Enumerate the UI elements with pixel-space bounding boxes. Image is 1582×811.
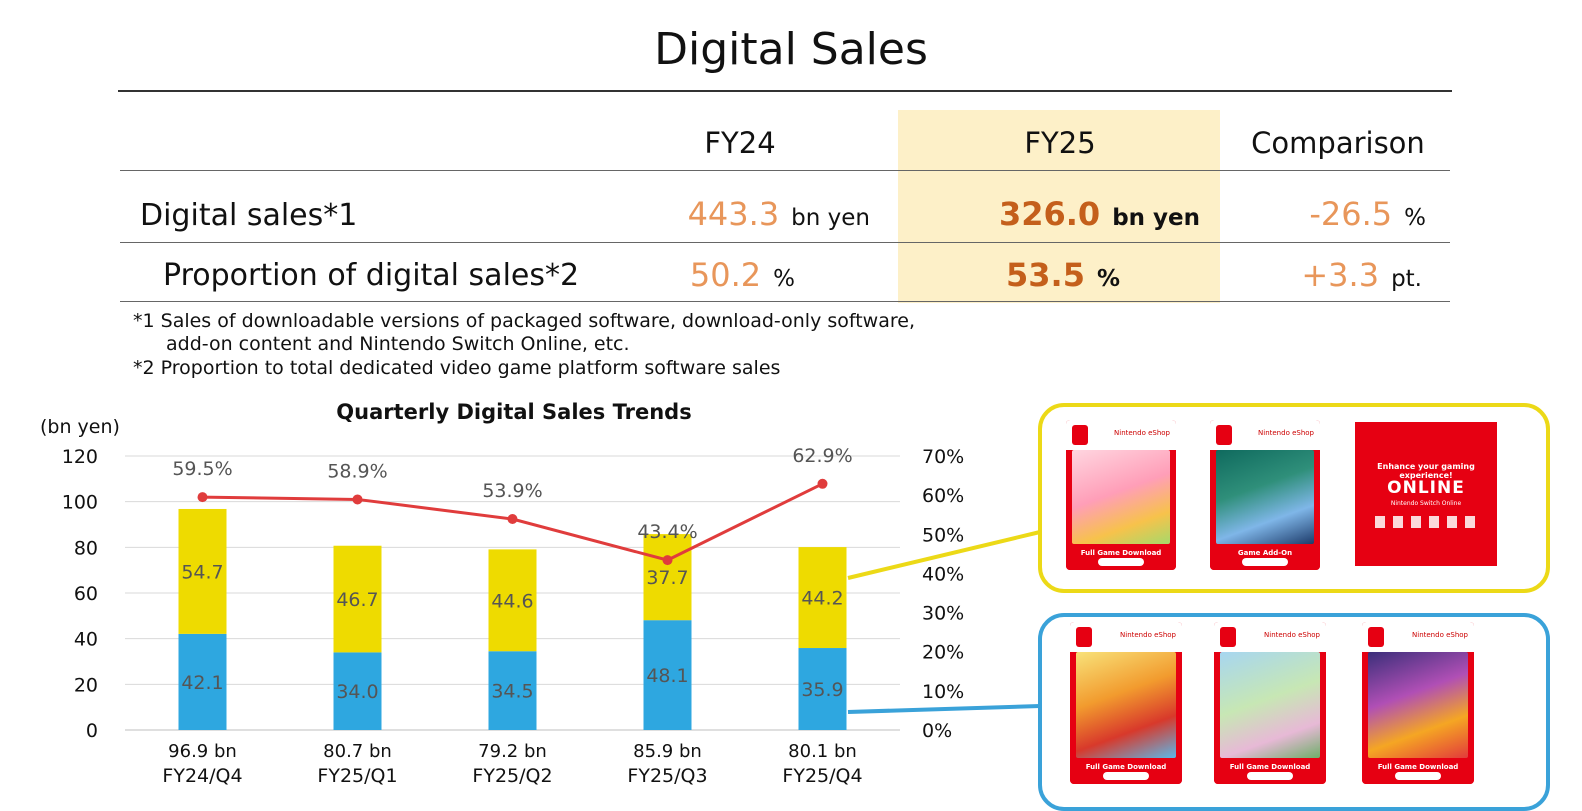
bar-blue bbox=[798, 648, 847, 730]
footnote-1-cont: add-on content and Nintendo Switch Onlin… bbox=[166, 333, 630, 355]
switch-logo-icon bbox=[1072, 425, 1088, 445]
row-rule bbox=[120, 242, 1450, 243]
callout-line-download bbox=[847, 704, 1041, 714]
col-header-fy25: FY25 bbox=[1024, 126, 1096, 160]
bar-total-label: 80.1 bn bbox=[788, 741, 857, 762]
bar-yellow bbox=[488, 549, 537, 652]
bar-total-label: 79.2 bn bbox=[478, 741, 547, 762]
switch-logo-icon bbox=[1216, 425, 1232, 445]
switch-logo-icon bbox=[1220, 627, 1236, 647]
bar-yellow bbox=[798, 547, 847, 649]
mario-party-card: Nintendo eShop Full Game Download bbox=[1070, 622, 1182, 784]
y2-tick-label: 10% bbox=[922, 681, 964, 703]
y2-tick-label: 20% bbox=[922, 642, 964, 664]
callout-line-addon bbox=[847, 530, 1041, 580]
y-axis-label: (bn yen) bbox=[40, 416, 120, 438]
y-tick-label: 100 bbox=[62, 492, 98, 514]
bar-total-label: 85.9 bn bbox=[633, 741, 702, 762]
col-header-comparison: Comparison bbox=[1251, 126, 1425, 160]
mario-kart-card: Nintendo eShop Full Game Download bbox=[1362, 622, 1474, 784]
footnote-1: *1 Sales of downloadable versions of pac… bbox=[133, 310, 915, 332]
bar-label-blue: 48.1 bbox=[646, 665, 688, 687]
col-header-fy24: FY24 bbox=[704, 126, 776, 160]
proportion-comparison: +3.3 pt. bbox=[1301, 256, 1422, 294]
zelda-card: Nintendo eShop Full Game Download bbox=[1214, 622, 1326, 784]
y2-tick-label: 0% bbox=[922, 720, 952, 742]
digital-sales-fy25: 326.0 bn yen bbox=[998, 195, 1200, 233]
nso-logo: ONLINE bbox=[1387, 478, 1465, 498]
bar-label-yellow: 46.7 bbox=[336, 589, 378, 611]
bar-yellow bbox=[643, 534, 692, 621]
bar-yellow bbox=[178, 508, 227, 634]
proportion-point bbox=[352, 494, 363, 505]
y2-tick-label: 40% bbox=[922, 563, 964, 585]
y2-tick-label: 50% bbox=[922, 524, 964, 546]
proportion-point bbox=[662, 555, 673, 566]
switch-logo-icon bbox=[1368, 627, 1384, 647]
bar-label-blue: 34.5 bbox=[491, 681, 533, 703]
y-tick-label: 20 bbox=[74, 674, 98, 696]
fy25-highlight bbox=[898, 110, 1220, 303]
header-rule bbox=[120, 170, 1450, 171]
bar-label-yellow: 44.6 bbox=[491, 590, 533, 612]
proportion-label: 62.9% bbox=[792, 445, 852, 467]
switch-logo-icon bbox=[1076, 627, 1092, 647]
bar-label-yellow: 54.7 bbox=[181, 561, 223, 583]
chart-title: Quarterly Digital Sales Trends bbox=[336, 400, 691, 424]
y-tick-label: 40 bbox=[74, 629, 98, 651]
kirby-card: Nintendo eShop Full Game Download bbox=[1066, 420, 1176, 570]
x-tick-label: FY24/Q4 bbox=[162, 765, 242, 787]
quarterly-digital-sales-chart: Quarterly Digital Sales Trends (bn yen) 0 2… bbox=[40, 400, 964, 787]
bar-label-blue: 35.9 bbox=[801, 679, 843, 701]
retro-icons bbox=[1375, 516, 1477, 528]
proportion-point bbox=[507, 514, 518, 525]
row-label-digital-sales: Digital sales*1 bbox=[140, 198, 358, 233]
nintendo-switch-online-card: Enhance your gaming experience! ONLINE N… bbox=[1355, 422, 1497, 566]
page-title: Digital Sales bbox=[654, 24, 928, 75]
y-tick-label: 120 bbox=[62, 446, 98, 468]
bar-blue bbox=[643, 620, 692, 730]
x-tick-label: FY25/Q1 bbox=[317, 765, 397, 787]
row-label-proportion: Proportion of digital sales*2 bbox=[163, 258, 580, 293]
proportion-label: 43.4% bbox=[637, 521, 697, 543]
x-tick-label: FY25/Q2 bbox=[472, 765, 552, 787]
proportion-point bbox=[817, 478, 828, 489]
y2-tick-label: 30% bbox=[922, 603, 964, 625]
bar-label-yellow: 37.7 bbox=[646, 567, 688, 589]
bar-blue bbox=[333, 652, 382, 730]
x-tick-label: FY25/Q4 bbox=[782, 765, 862, 787]
bar-yellow bbox=[333, 545, 382, 653]
table-bottom-rule bbox=[120, 301, 1450, 302]
digital-sales-comparison: -26.5% bbox=[1309, 195, 1426, 233]
proportion-point bbox=[197, 492, 208, 503]
bar-label-yellow: 44.2 bbox=[801, 588, 843, 610]
y-tick-label: 80 bbox=[74, 537, 98, 559]
callout-lines bbox=[847, 530, 1041, 714]
y-tick-label: 60 bbox=[74, 583, 98, 605]
proportion-fy25: 53.5% bbox=[1006, 256, 1120, 294]
y2-tick-label: 70% bbox=[922, 446, 964, 468]
bar-total-label: 80.7 bn bbox=[323, 741, 392, 762]
proportion-label: 53.9% bbox=[482, 480, 542, 502]
title-rule bbox=[118, 90, 1452, 92]
zelda-art-icon bbox=[1220, 652, 1320, 758]
y-tick-label: 0 bbox=[86, 720, 98, 742]
bar-label-blue: 42.1 bbox=[181, 672, 223, 694]
proportion-label: 59.5% bbox=[172, 458, 232, 480]
proportion-fy24: 50.2% bbox=[689, 256, 795, 294]
bar-total-label: 96.9 bn bbox=[168, 741, 237, 762]
pokemon-dlc-card: Nintendo eShop Game Add-On bbox=[1210, 420, 1320, 570]
y2-tick-label: 60% bbox=[922, 485, 964, 507]
digital-sales-fy24: 443.3 bn yen bbox=[687, 195, 870, 233]
bar-blue bbox=[488, 651, 537, 730]
mario-kart-art-icon bbox=[1368, 652, 1468, 758]
bar-label-blue: 34.0 bbox=[336, 681, 378, 703]
mario-party-art-icon bbox=[1076, 652, 1176, 758]
kirby-art-icon bbox=[1072, 450, 1170, 544]
bar-blue bbox=[178, 633, 227, 730]
x-tick-label: FY25/Q3 bbox=[627, 765, 707, 787]
footnote-2: *2 Proportion to total dedicated video g… bbox=[133, 357, 781, 379]
proportion-label: 58.9% bbox=[327, 460, 387, 482]
pokemon-art-icon bbox=[1216, 450, 1314, 544]
